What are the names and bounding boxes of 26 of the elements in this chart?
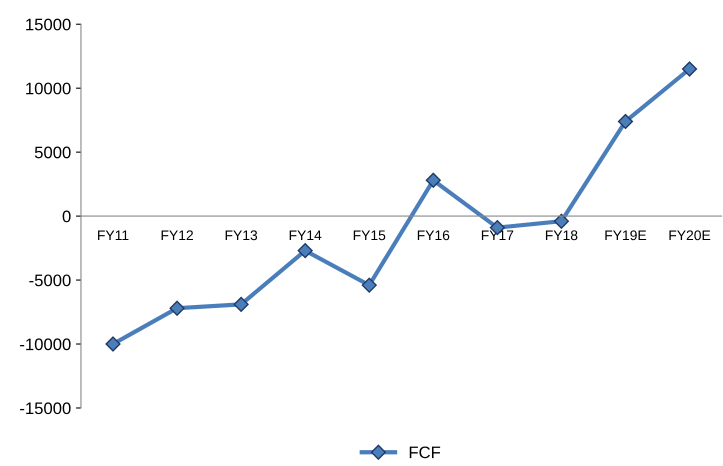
x-tick-label: FY16: [418, 230, 450, 240]
y-tick-label: 5000: [34, 146, 71, 158]
x-tick-label: FY11: [98, 230, 128, 240]
point: [298, 243, 313, 258]
point: [426, 172, 441, 188]
point: [105, 336, 121, 352]
point: [362, 278, 377, 293]
y-tick-label: 0: [62, 210, 71, 222]
y-tick-label: -5000: [29, 274, 71, 286]
x-tick-label: FY14: [290, 230, 322, 240]
y-tick-label: -10000: [20, 338, 71, 350]
x-tick-label: FY20E: [669, 230, 710, 240]
point: [234, 296, 249, 312]
legend-label: FCF: [410, 446, 440, 458]
x-tick-label: FY12: [162, 230, 193, 240]
x-tick-label: FY13: [226, 230, 258, 240]
point: [682, 61, 698, 77]
y-tick-label: -15000: [20, 402, 71, 414]
y-tick-label: 15000: [26, 18, 71, 30]
point: [169, 300, 185, 316]
x-tick-label: FY18: [546, 230, 578, 240]
point: [554, 214, 569, 229]
x-tick-label: FY15: [354, 230, 386, 240]
point: [618, 114, 634, 130]
y-tick-label: 10000: [26, 82, 71, 94]
x-tick-label: FY19E: [605, 230, 646, 240]
